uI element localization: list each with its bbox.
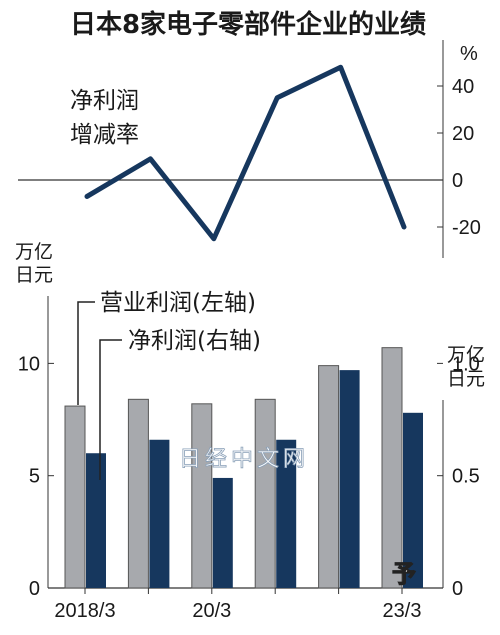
right-unit-line-2: 日元 [447,368,485,390]
bar-operating-profit [191,403,213,589]
right-unit-line-1: 万亿 [447,344,485,366]
right-tick-label: 0.5 [452,466,480,488]
growth-unit-label: % [460,43,478,65]
bar-net-profit [149,439,170,588]
right-tick-label: 0 [452,578,463,600]
legend-operating-profit: 营业利润(左轴) [100,290,256,316]
growth-tick-label: 0 [452,170,463,192]
bar-operating-profit [127,398,149,589]
growth-line-chart: % 40 20 0 -20 净利润 增减率 [18,40,481,258]
bar-net-profit [276,439,297,588]
line-series-label-1: 净利润 [70,88,139,114]
bar-operating-profit [318,365,340,589]
left-tick-label: 10 [18,353,40,375]
left-unit-line-1: 万亿 [15,241,53,263]
left-unit-line-2: 日元 [15,264,53,286]
watermark: 日经中文网 [179,447,309,472]
growth-tick-label: 20 [452,123,474,145]
forecast-marker: 予 [392,560,416,588]
bar-net-profit [86,453,106,588]
left-tick-label: 0 [29,578,40,600]
x-tick-label: 23/3 [383,600,422,622]
growth-line-series [84,64,407,242]
bar-net-profit [339,370,360,588]
bar-operating-profit [381,347,403,589]
right-tick-label: 1.0 [452,353,480,375]
bar-operating-profit [254,398,276,589]
bar-net-profit [212,477,233,588]
legend-leader-net [99,339,122,480]
x-tick-label: 20/3 [192,600,231,622]
left-tick-label: 5 [29,466,40,488]
growth-tick-label: 40 [452,76,474,98]
chart-title: 日本8家电子零部件企业的业绩 [70,9,426,40]
bar-net-profit [403,412,423,588]
legend-leader-operating [77,301,95,405]
x-tick-label: 2018/3 [54,600,115,622]
line-series-label-2: 增减率 [70,122,139,148]
growth-tick-label: -20 [452,217,481,239]
legend-net-profit: 净利润(右轴) [128,328,261,354]
bar-operating-profit [64,405,86,589]
